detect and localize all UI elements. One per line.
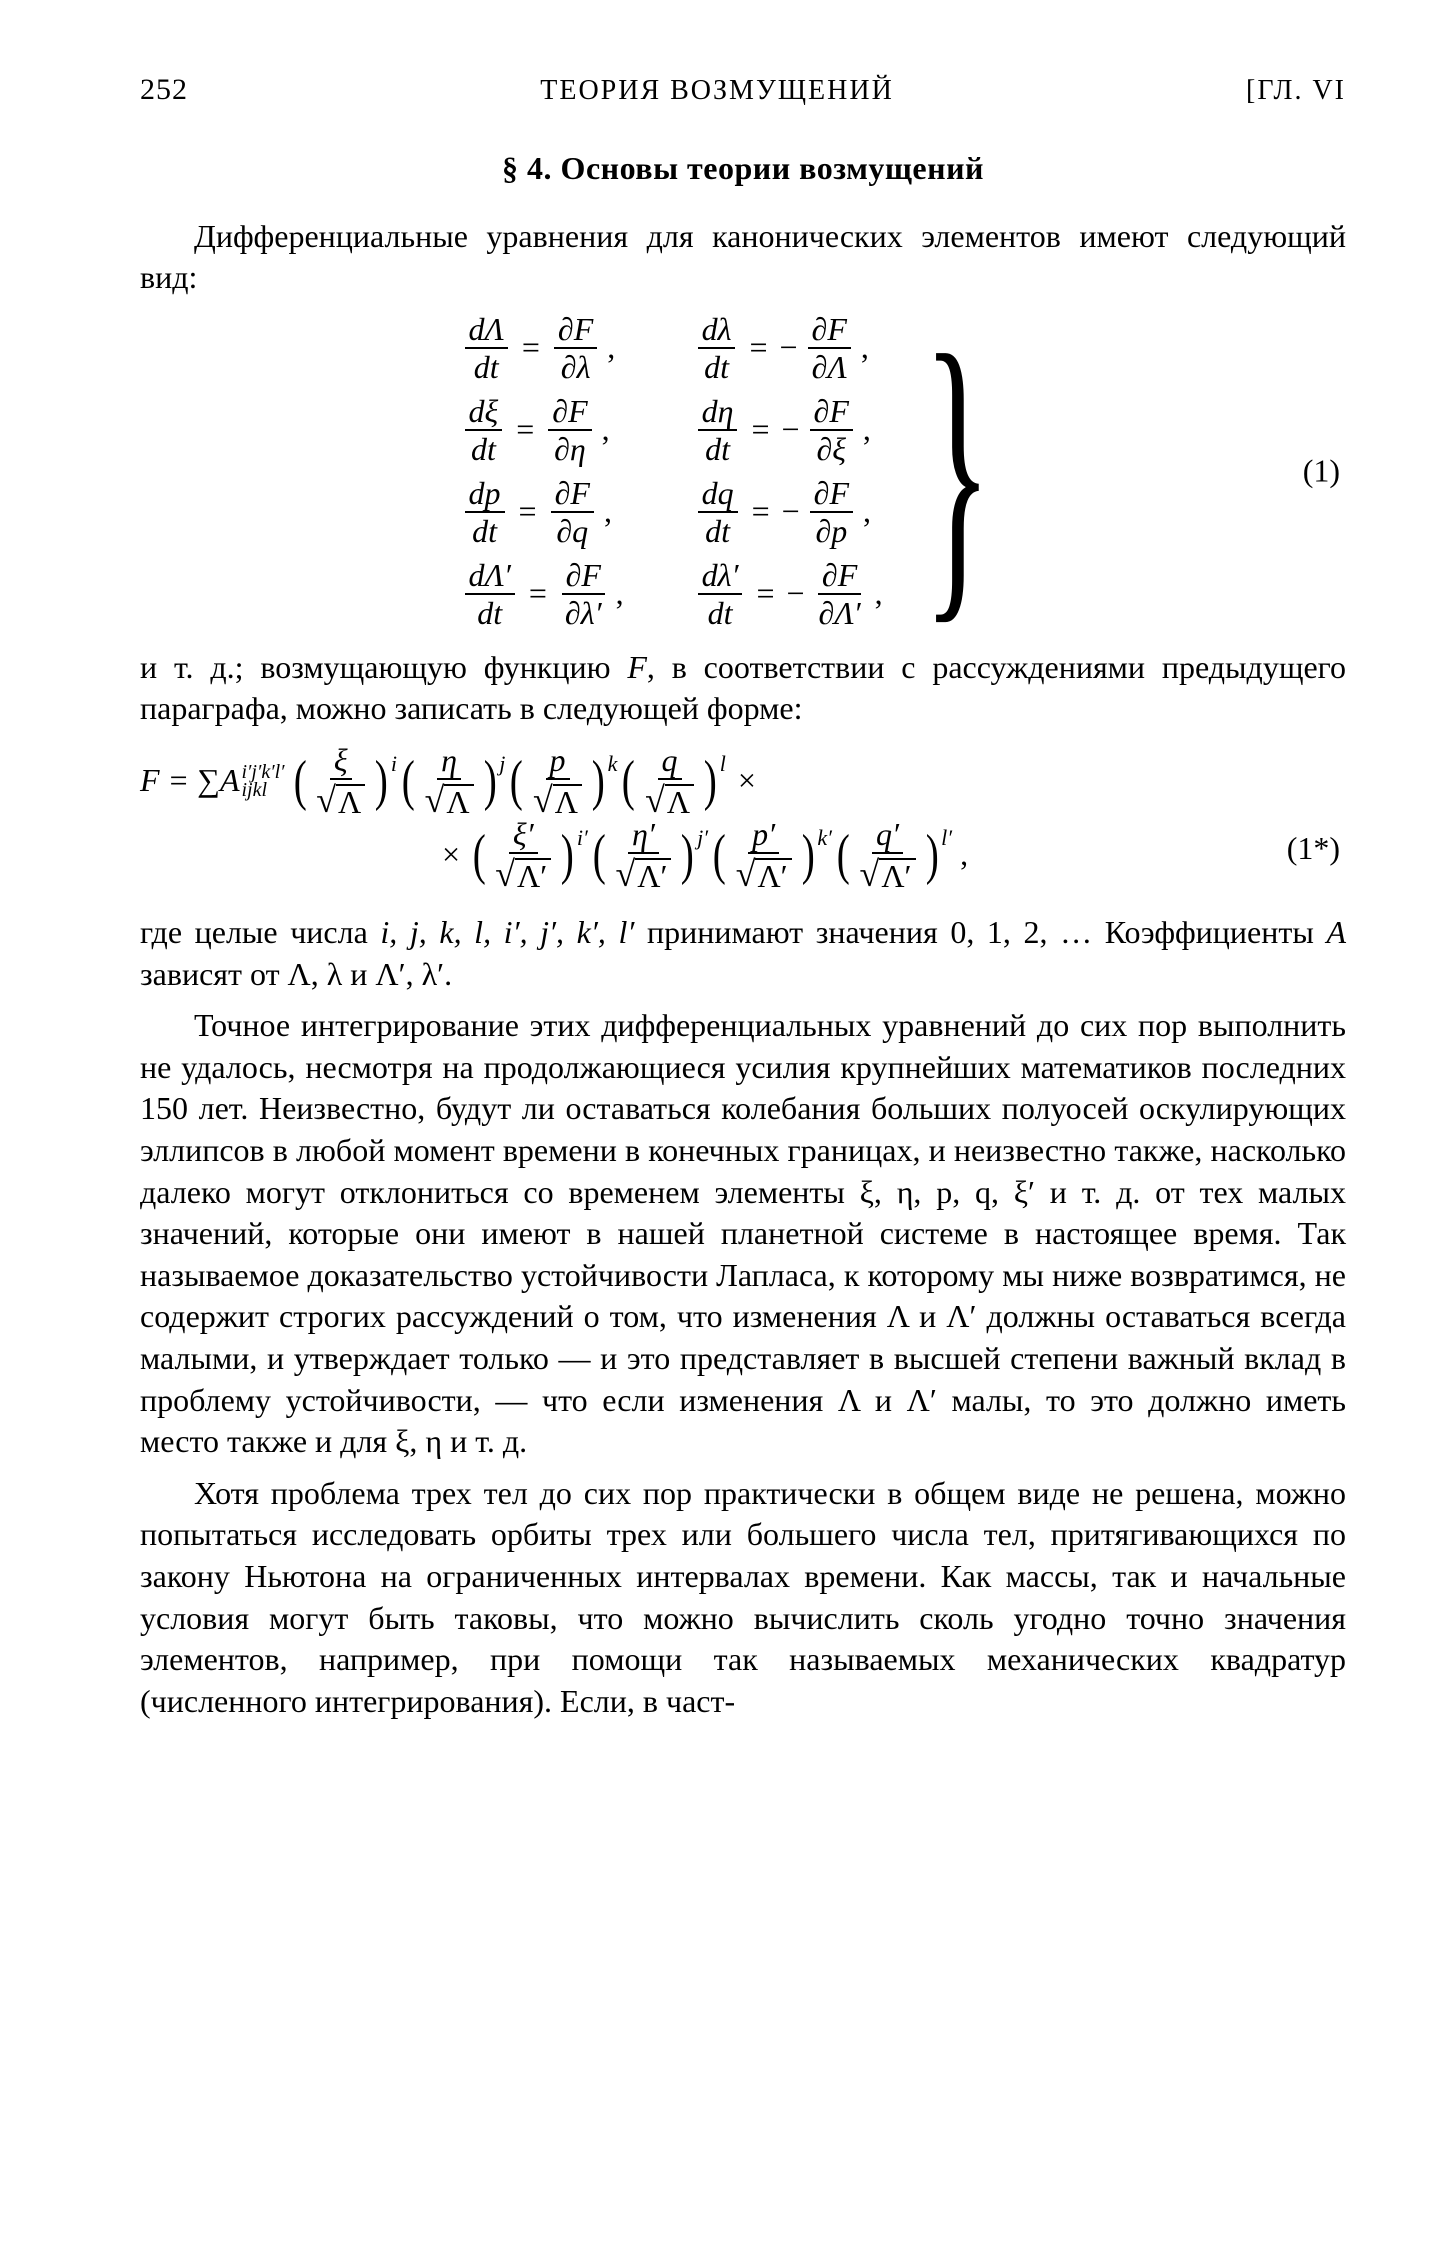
eqstar-term: (η√Λ)j [401, 744, 505, 818]
paragraph-3: где целые числа i, j, k, l, i′, j′, k′, … [140, 912, 1346, 995]
eqstar-term: (q′√Λ′)l′ [836, 818, 952, 892]
symbols: i, j, k, l, i′, j′, k′, l′ [380, 914, 634, 950]
eqstar-term: (p′√Λ′)k′ [712, 818, 832, 892]
eq-cell: dηdt=−∂F∂ξ, [694, 395, 883, 465]
eq-cell: dξdt=∂F∂η, [461, 395, 624, 465]
eq-cell: dpdt=∂F∂q, [461, 477, 624, 547]
times-sign: × [736, 752, 758, 810]
eq-cell: dλdt=−∂F∂Λ, [694, 313, 883, 383]
paragraph-after-eq1: и т. д.; возмущающую функцию F, в соотве… [140, 647, 1346, 730]
eqstar-term: (ξ√Λ)i [293, 744, 397, 818]
eq-cell: dΛ′dt=∂F∂λ′, [461, 559, 624, 629]
text: Точное интегрирование этих дифференциаль… [140, 1007, 1346, 1459]
right-brace: } [923, 333, 992, 609]
running-header: 252 ТЕОРИЯ ВОЗМУЩЕНИЙ [ГЛ. VI [140, 70, 1346, 111]
text: принимают значения 0, 1, 2, … Коэффициен… [634, 914, 1326, 950]
eq-cell: dqdt=−∂F∂p, [694, 477, 883, 547]
paragraph-4: Точное интегрирование этих дифференциаль… [140, 1005, 1346, 1463]
text: Хотя проблема трех тел до сих пор практи… [140, 1475, 1346, 1719]
trailing-comma: , [960, 826, 968, 884]
text: и т. д.; возмущающую функцию [140, 649, 627, 685]
eqstar-lead: F = ∑ [140, 752, 220, 810]
eq-cell: dλ′dt=−∂F∂Λ′, [694, 559, 883, 629]
text: где целые числа [140, 914, 380, 950]
equation-line-2: ×(ξ′√Λ′)i′(η′√Λ′)j′(p′√Λ′)k′(q′√Λ′)l′, [140, 818, 1346, 892]
equation-system-1: dΛdt=∂F∂λ, dλdt=−∂F∂Λ, dξdt=∂F∂η, dηdt=−∂F∂… [140, 313, 1346, 629]
eq-cell: dΛdt=∂F∂λ, [461, 313, 624, 383]
page-number: 252 [140, 70, 188, 111]
text: Дифференциальные уравнения для каноничес… [140, 218, 1346, 296]
equation-grid: dΛdt=∂F∂λ, dλdt=−∂F∂Λ, dξdt=∂F∂η, dηdt=−∂F∂… [461, 313, 883, 629]
eqstar-term: (η′√Λ′)j′ [592, 818, 708, 892]
section-title: § 4. Основы теории возмущений [140, 147, 1346, 190]
chapter-marker: [ГЛ. VI [1246, 72, 1346, 110]
eqstar-term: (q√Λ)l [621, 744, 725, 818]
eqstar-coef: A [220, 752, 240, 810]
symbol-A: A [1326, 914, 1346, 950]
running-title: ТЕОРИЯ ВОЗМУЩЕНИЙ [188, 72, 1246, 110]
equation-line-1: F = ∑ Ai′j′k′l′ijkl(ξ√Λ)i(η√Λ)j(p√Λ)k(q√… [140, 744, 1346, 818]
times-sign: × [440, 826, 462, 884]
text: зависят от Λ, λ и Λ′, λ′. [140, 956, 452, 992]
equation-1-star: F = ∑ Ai′j′k′l′ijkl(ξ√Λ)i(η√Λ)j(p√Λ)k(q√… [140, 744, 1346, 892]
eqstar-coef-sub: ijkl [242, 781, 285, 799]
equation-number-1: (1) [1303, 449, 1340, 492]
paragraph-intro: Дифференциальные уравнения для каноничес… [140, 216, 1346, 299]
eqstar-term: (ξ′√Λ′)i′ [472, 818, 588, 892]
equation-number-1-star: (1*) [1287, 820, 1340, 878]
eqstar-term: (p√Λ)k [509, 744, 617, 818]
paragraph-5: Хотя проблема трех тел до сих пор практи… [140, 1473, 1346, 1723]
symbol-F: F [627, 649, 647, 685]
